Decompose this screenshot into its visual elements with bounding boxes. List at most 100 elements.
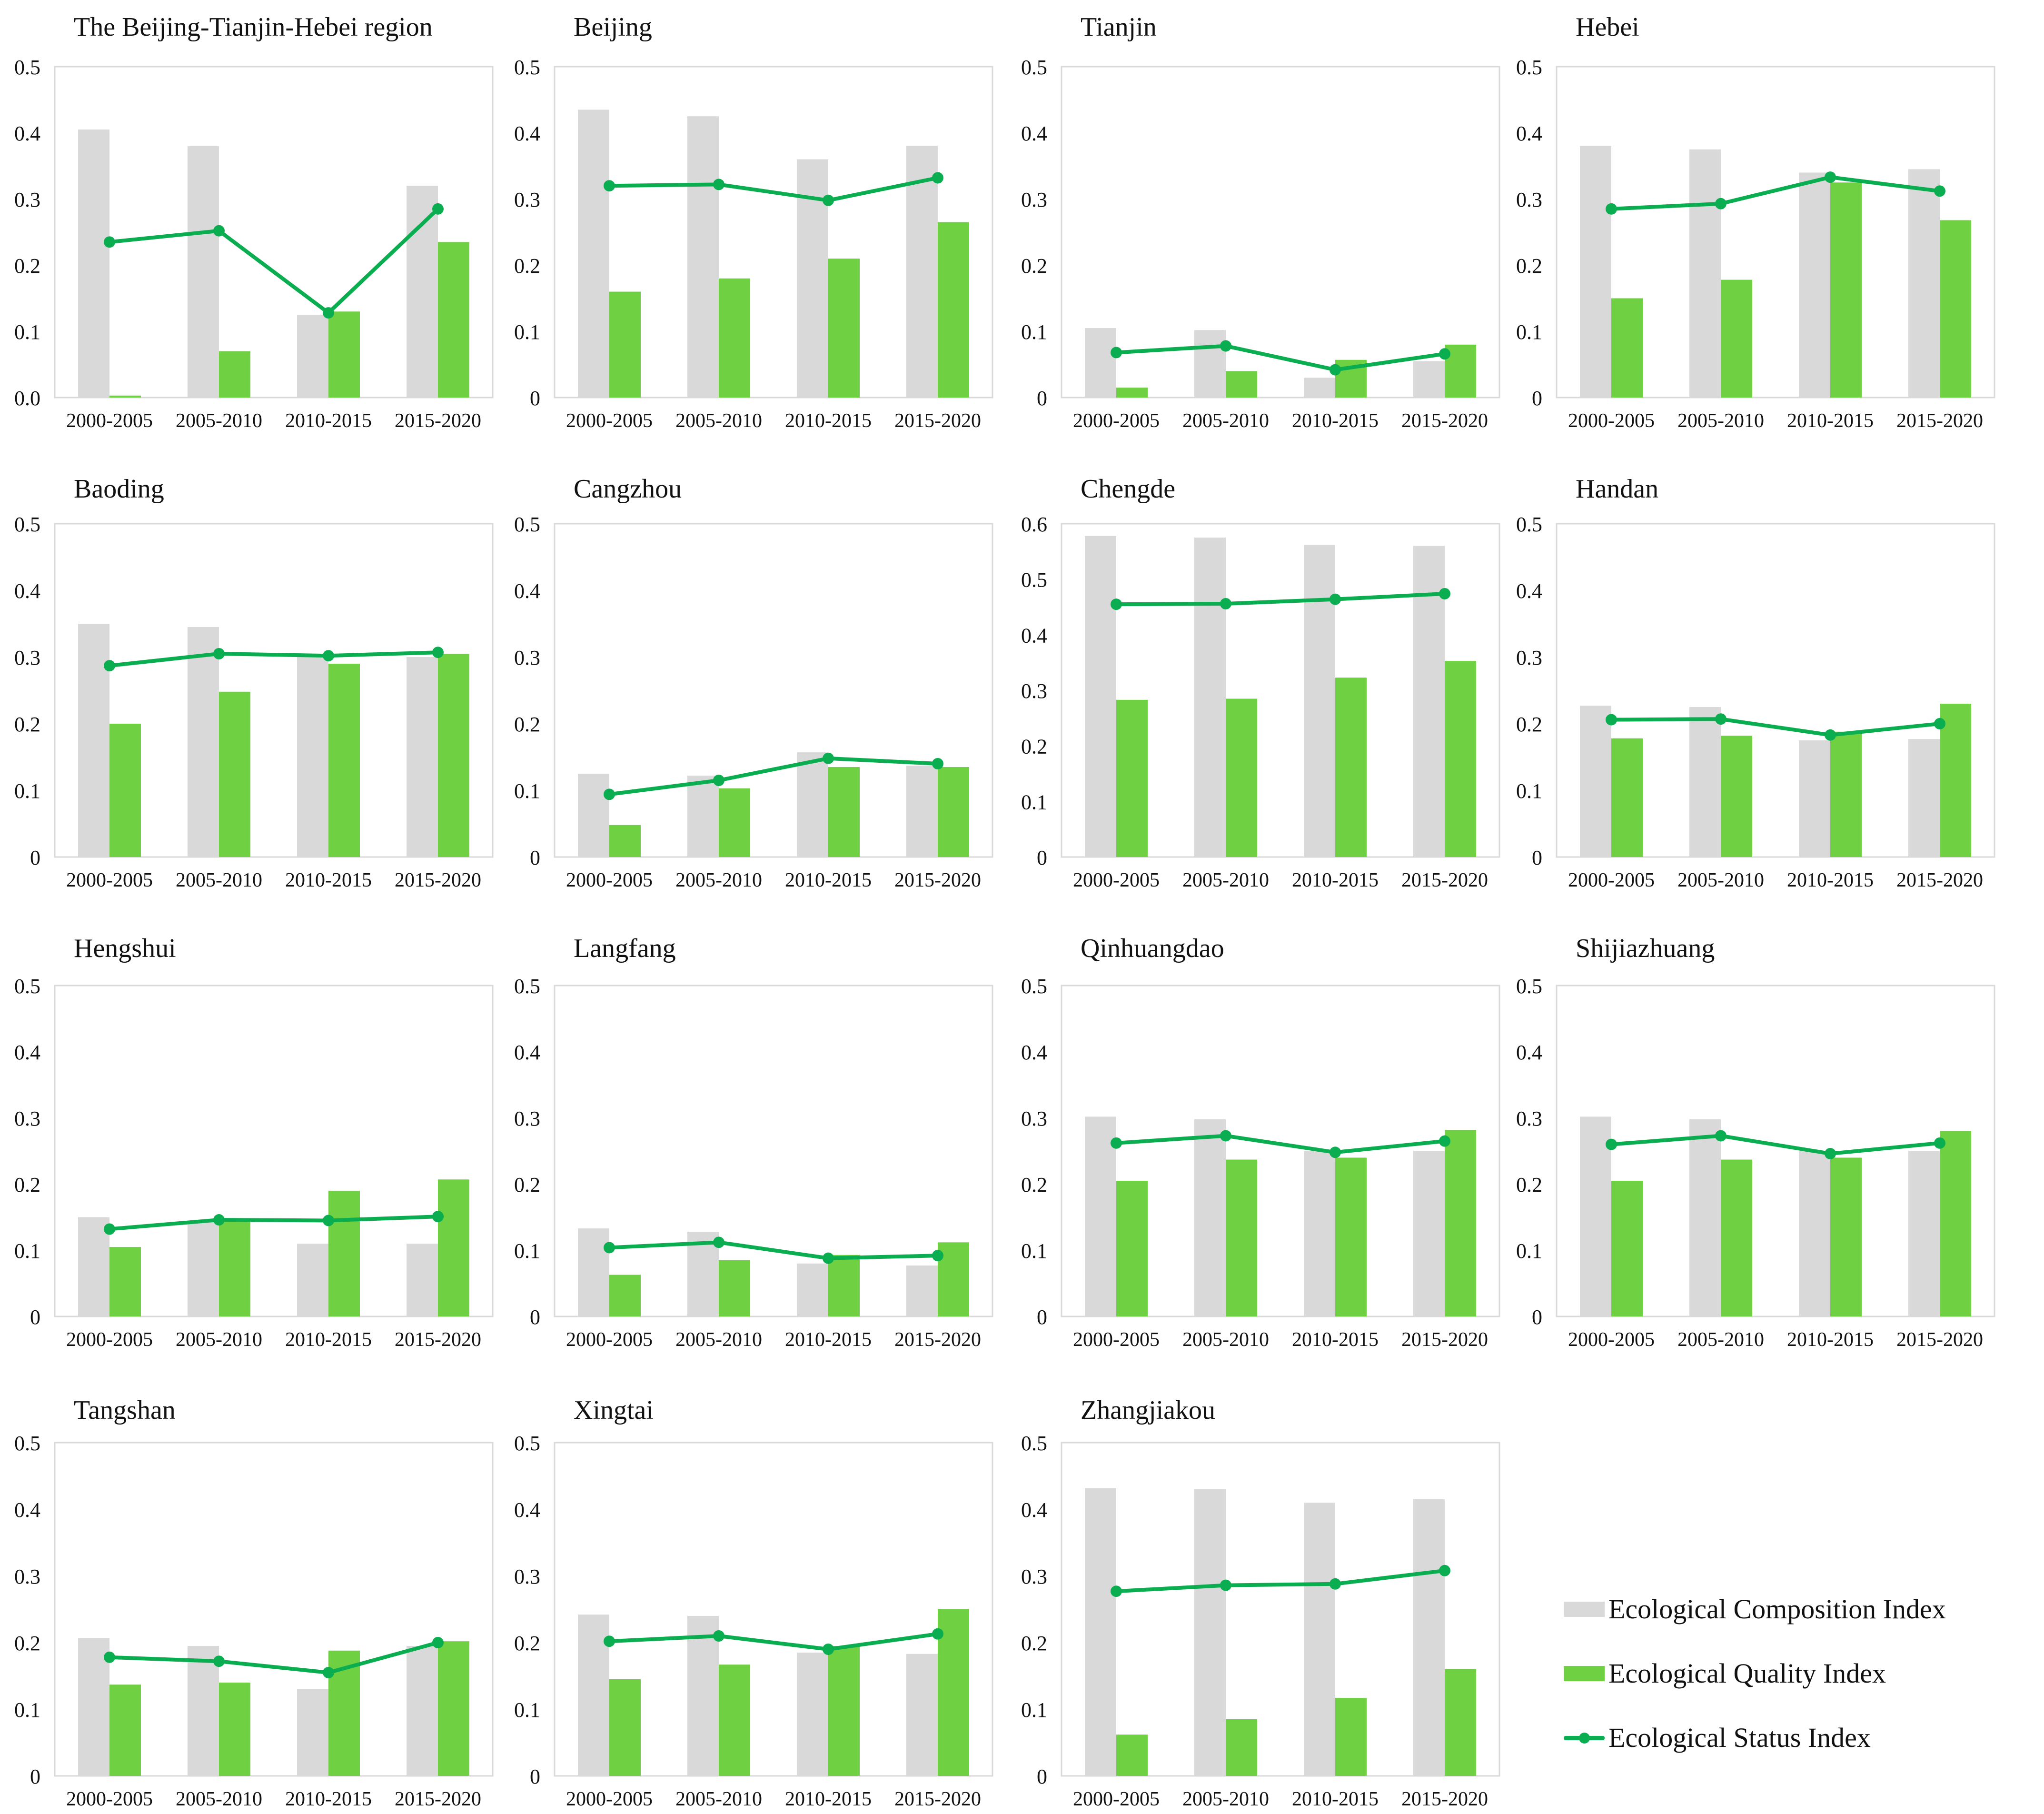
status-point <box>1111 1137 1122 1149</box>
bar-quality <box>1611 738 1643 857</box>
x-tick-label: 2000-2005 <box>1568 869 1655 891</box>
bar-quality <box>828 767 860 857</box>
y-tick-label: 0.3 <box>1021 1107 1047 1130</box>
x-tick-label: 2015-2020 <box>395 1788 481 1810</box>
chart-title: Tianjin <box>1081 12 1157 42</box>
status-point <box>1934 1137 1945 1149</box>
bar-quality <box>938 767 969 857</box>
status-point <box>932 758 943 769</box>
x-tick-label: 2000-2005 <box>1568 410 1655 432</box>
y-tick-label: 0.1 <box>1516 320 1542 344</box>
bar-quality <box>719 788 750 857</box>
y-tick-label: 0.1 <box>1021 1698 1047 1722</box>
status-point <box>604 788 615 800</box>
status-point <box>1330 1146 1341 1158</box>
bar-composition <box>1799 740 1830 857</box>
bar-composition <box>1799 1151 1830 1316</box>
status-point <box>604 1635 615 1647</box>
bar-composition <box>188 627 219 857</box>
bar-quality <box>1721 279 1752 398</box>
bar-composition <box>1413 546 1445 857</box>
y-tick-label: 0.2 <box>14 254 40 278</box>
y-tick-label: 0.2 <box>514 1173 540 1196</box>
bar-quality <box>1226 1719 1257 1776</box>
bar-quality <box>1830 1157 1862 1316</box>
bar-composition <box>578 110 609 398</box>
y-tick-label: 0.5 <box>1021 56 1047 79</box>
y-tick-label: 0.4 <box>514 579 540 603</box>
plot-frame <box>1061 1442 1500 1777</box>
x-tick-label: 2005-2010 <box>1182 1329 1269 1351</box>
y-tick-label: 0.4 <box>1021 122 1047 145</box>
status-point <box>1825 1148 1836 1160</box>
bar-quality <box>109 724 141 857</box>
bar-quality <box>438 1641 469 1776</box>
legend: Ecological Composition Index Ecological … <box>1564 1585 2021 1795</box>
chart-title: Chengde <box>1081 474 1175 504</box>
x-tick-label: 2015-2020 <box>395 869 481 891</box>
status-line <box>1611 717 1940 737</box>
legend-swatch-composition <box>1564 1602 1605 1617</box>
bar-composition <box>687 116 719 398</box>
bar-quality <box>828 259 860 398</box>
bar-quality <box>1226 1159 1257 1316</box>
status-point <box>1715 713 1726 725</box>
x-tick-label: 2010-2015 <box>285 1329 372 1351</box>
chart-langfang: Langfang 0 0.1 0.2 0.3 0.4 0.5 2000-2005 2005-20… <box>514 934 993 1351</box>
bar-composition <box>1085 328 1116 398</box>
y-tick-label: 0.4 <box>14 579 40 603</box>
x-tick-label: 2000-2005 <box>66 869 153 891</box>
x-tick-label: 2015-2020 <box>1896 410 1983 432</box>
y-tick-label: 0.5 <box>1516 513 1542 536</box>
y-tick-label: 0.2 <box>1021 254 1047 278</box>
bar-quality <box>1940 704 1971 857</box>
status-point <box>1606 203 1617 215</box>
x-tick-label: 2005-2010 <box>1677 869 1764 891</box>
bar-quality <box>719 1664 750 1776</box>
chart-title: Qinhuangdao <box>1081 934 1224 963</box>
x-tick-label: 2010-2015 <box>1292 1329 1379 1351</box>
x-tick-label: 2015-2020 <box>894 869 981 891</box>
status-point <box>1220 1579 1231 1591</box>
y-tick-label: 0.1 <box>514 1698 540 1722</box>
chart-title: Cangzhou <box>574 474 682 504</box>
y-tick-label: 0.3 <box>514 1107 540 1130</box>
y-tick-label: 0 <box>530 387 540 410</box>
y-tick-label: 0 <box>1037 1306 1047 1329</box>
x-tick-label: 2015-2020 <box>1896 869 1983 891</box>
y-tick-label: 0.5 <box>514 513 540 536</box>
status-point <box>104 236 115 248</box>
y-tick-label: 0.2 <box>1021 1632 1047 1655</box>
status-point <box>1330 364 1341 376</box>
status-point <box>1606 714 1617 726</box>
status-point <box>213 648 225 659</box>
bar-quality <box>1445 1130 1476 1316</box>
status-point <box>323 1215 334 1226</box>
bar-quality <box>828 1255 860 1316</box>
bar-composition <box>297 1244 328 1316</box>
y-tick-label: 0 <box>1532 846 1542 869</box>
x-tick-label: 2000-2005 <box>1073 1788 1160 1810</box>
bar-quality <box>1721 1159 1752 1316</box>
status-line <box>609 176 938 202</box>
y-tick-label: 0.1 <box>1021 1239 1047 1263</box>
x-tick-label: 2000-2005 <box>566 869 653 891</box>
chart-the-beijing-tianjin-hebei-region: The Beijing-Tianjin-Hebei region 0.0 0.1 0.… <box>14 12 494 432</box>
y-tick-label: 0.5 <box>514 56 540 79</box>
status-point <box>1439 348 1450 360</box>
bar-composition <box>1413 361 1445 398</box>
x-tick-label: 2005-2010 <box>176 410 262 432</box>
bar-quality <box>1335 1698 1367 1776</box>
legend-item-composition: Ecological Composition Index <box>1564 1585 2021 1633</box>
y-tick-label: 0.2 <box>1516 1173 1542 1196</box>
x-tick-label: 2010-2015 <box>1292 869 1379 891</box>
x-tick-label: 2000-2005 <box>66 1788 153 1810</box>
bar-quality <box>828 1646 860 1776</box>
x-tick-label: 2005-2010 <box>176 1329 262 1351</box>
bar-quality <box>1940 220 1971 398</box>
y-tick-label: 0.4 <box>14 1498 40 1522</box>
bar-quality <box>1335 678 1367 857</box>
chart-qinhuangdao: Qinhuangdao 0 0.1 0.2 0.3 0.4 0.5 2000-2005 2005… <box>1021 934 1500 1351</box>
x-tick-label: 2005-2010 <box>1677 1329 1764 1351</box>
y-tick-label: 0.2 <box>514 1632 540 1655</box>
